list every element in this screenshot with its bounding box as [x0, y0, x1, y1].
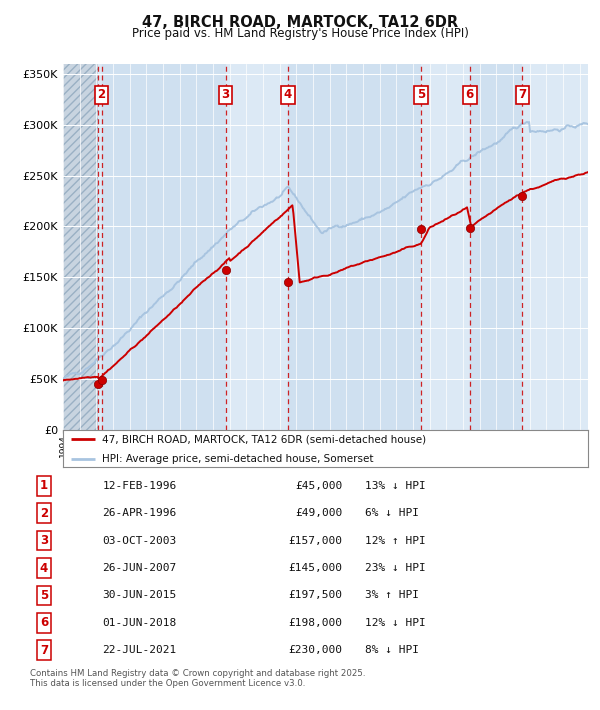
Text: £198,000: £198,000	[289, 618, 343, 628]
Text: 12% ↑ HPI: 12% ↑ HPI	[365, 535, 425, 545]
Text: 1: 1	[40, 479, 48, 492]
Text: 01-JUN-2018: 01-JUN-2018	[103, 618, 177, 628]
Text: £145,000: £145,000	[289, 563, 343, 573]
Text: 2: 2	[40, 507, 48, 520]
Text: 3: 3	[221, 89, 230, 102]
Text: £45,000: £45,000	[295, 481, 343, 491]
Bar	[101, 64, 226, 430]
Text: 4: 4	[40, 562, 48, 574]
Text: 6: 6	[40, 616, 48, 629]
Text: 6% ↓ HPI: 6% ↓ HPI	[365, 508, 419, 518]
Text: 47, BIRCH ROAD, MARTOCK, TA12 6DR: 47, BIRCH ROAD, MARTOCK, TA12 6DR	[142, 15, 458, 30]
Text: Price paid vs. HM Land Registry's House Price Index (HPI): Price paid vs. HM Land Registry's House …	[131, 27, 469, 40]
Bar	[226, 64, 288, 430]
Text: 8% ↓ HPI: 8% ↓ HPI	[365, 645, 419, 655]
Bar	[288, 64, 421, 430]
Text: 26-APR-1996: 26-APR-1996	[103, 508, 177, 518]
Text: 3% ↑ HPI: 3% ↑ HPI	[365, 591, 419, 601]
Text: 6: 6	[466, 89, 474, 102]
Text: 47, BIRCH ROAD, MARTOCK, TA12 6DR (semi-detached house): 47, BIRCH ROAD, MARTOCK, TA12 6DR (semi-…	[103, 435, 427, 444]
Text: 12-FEB-1996: 12-FEB-1996	[103, 481, 177, 491]
Text: 5: 5	[417, 89, 425, 102]
Text: 4: 4	[284, 89, 292, 102]
Text: £197,500: £197,500	[289, 591, 343, 601]
Text: 3: 3	[40, 534, 48, 547]
Text: £157,000: £157,000	[289, 535, 343, 545]
Bar	[522, 64, 588, 430]
Text: £49,000: £49,000	[295, 508, 343, 518]
Bar	[63, 64, 98, 430]
Text: 5: 5	[40, 589, 48, 602]
Bar	[470, 64, 522, 430]
Text: 22-JUL-2021: 22-JUL-2021	[103, 645, 177, 655]
Text: HPI: Average price, semi-detached house, Somerset: HPI: Average price, semi-detached house,…	[103, 454, 374, 464]
Text: 26-JUN-2007: 26-JUN-2007	[103, 563, 177, 573]
Text: 2: 2	[98, 89, 106, 102]
Text: 7: 7	[40, 644, 48, 657]
Bar	[421, 64, 470, 430]
Text: 30-JUN-2015: 30-JUN-2015	[103, 591, 177, 601]
Text: Contains HM Land Registry data © Crown copyright and database right 2025.
This d: Contains HM Land Registry data © Crown c…	[30, 669, 365, 688]
Text: 12% ↓ HPI: 12% ↓ HPI	[365, 618, 425, 628]
Bar	[98, 64, 101, 430]
Text: 7: 7	[518, 89, 526, 102]
Text: £230,000: £230,000	[289, 645, 343, 655]
Text: 03-OCT-2003: 03-OCT-2003	[103, 535, 177, 545]
Text: 13% ↓ HPI: 13% ↓ HPI	[365, 481, 425, 491]
Text: 23% ↓ HPI: 23% ↓ HPI	[365, 563, 425, 573]
